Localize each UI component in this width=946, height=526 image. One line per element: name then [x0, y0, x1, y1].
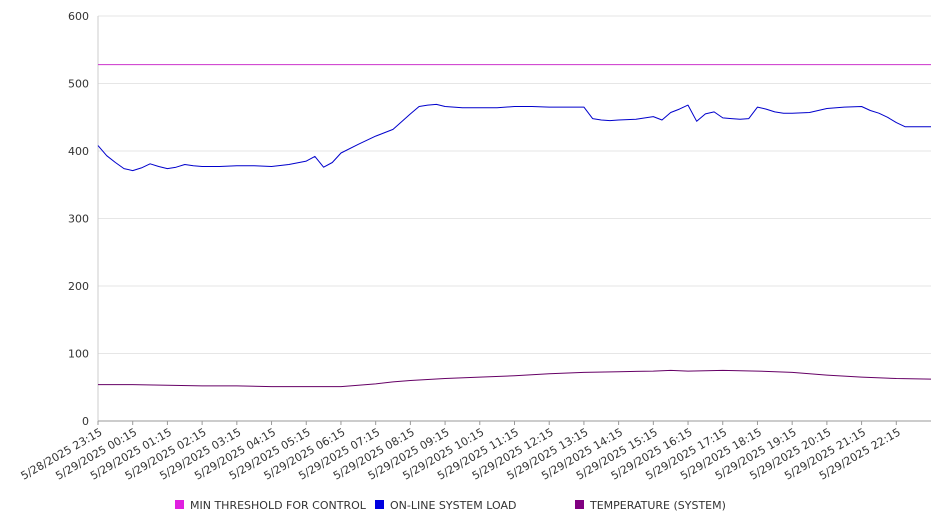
series-line-2 [98, 369, 932, 388]
legend-swatch [375, 500, 384, 509]
y-tick-label: 600 [68, 10, 89, 23]
legend[interactable]: MIN THRESHOLD FOR CONTROL ON-LINE SYSTEM … [175, 499, 726, 512]
legend-item-2[interactable]: TEMPERATURE (SYSTEM) [575, 499, 726, 512]
legend-label: ON-LINE SYSTEM LOAD [390, 499, 516, 512]
series-lines [97, 64, 932, 388]
y-tick-labels: 0 100 200 300 400 500 600 [68, 10, 89, 428]
grid-lines [98, 15, 931, 354]
x-tick-labels: 5/28/2025 23:155/29/2025 00:155/29/2025 … [19, 426, 903, 483]
series-line-1 [97, 103, 931, 172]
axes [97, 16, 931, 425]
y-tick-label: 400 [68, 145, 89, 158]
legend-swatch [175, 500, 184, 509]
legend-label: MIN THRESHOLD FOR CONTROL [190, 499, 367, 512]
y-tick-label: 300 [68, 213, 89, 226]
y-tick-label: 200 [68, 280, 89, 293]
y-tick-label: 500 [68, 78, 89, 91]
legend-item-1[interactable]: ON-LINE SYSTEM LOAD [375, 499, 516, 512]
legend-label: TEMPERATURE (SYSTEM) [589, 499, 726, 512]
legend-item-0[interactable]: MIN THRESHOLD FOR CONTROL [175, 499, 367, 512]
y-tick-label: 0 [82, 415, 89, 428]
legend-swatch [575, 500, 584, 509]
y-tick-label: 100 [68, 348, 89, 361]
